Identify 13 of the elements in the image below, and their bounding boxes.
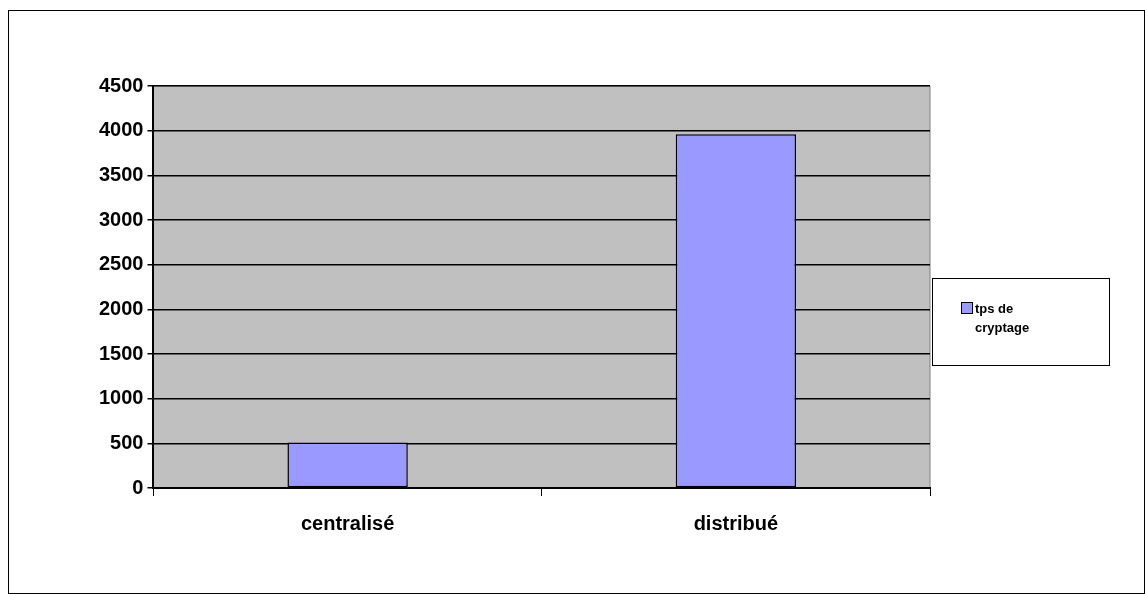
y-tick-label: 1500 [98, 341, 144, 364]
x-tick-label: centralisé [300, 511, 395, 534]
y-tick-label: 4000 [98, 118, 144, 141]
y-tick-label: 1000 [98, 386, 144, 409]
y-tick-label: 500 [110, 430, 144, 453]
y-tick-label: 2000 [98, 296, 144, 319]
y-tick-label: 2500 [98, 252, 144, 275]
y-tick-label: 3500 [98, 162, 144, 185]
y-tick-label: 4500 [98, 73, 144, 96]
y-tick-label: 3000 [98, 207, 144, 230]
x-tick-label: distribué [693, 511, 779, 534]
legend-label: tps de cryptage [975, 300, 1031, 337]
y-tick-label: 0 [132, 475, 144, 498]
